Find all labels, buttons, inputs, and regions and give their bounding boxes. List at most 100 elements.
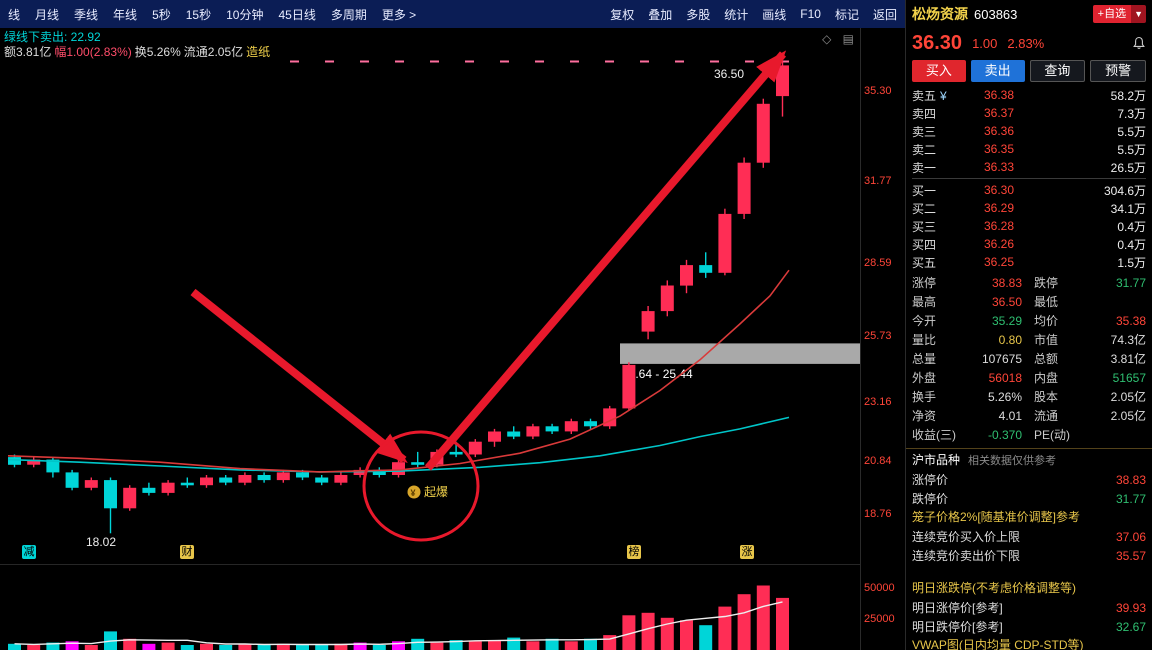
stat-row-0: 涨停 38.83 跌停 31.77 <box>912 273 1146 292</box>
orderbook-row-ask-3[interactable]: 卖三 36.36 5.5万 <box>906 122 1152 140</box>
toolbar-period-7[interactable]: 45日线 <box>278 7 316 22</box>
stat-value: 0.80 <box>998 332 1022 347</box>
toolbar-period-0[interactable]: 线 <box>8 7 21 22</box>
toolbar-period-2[interactable]: 季线 <box>74 7 99 22</box>
limit-label: 涨停价 <box>912 473 949 487</box>
toolbar-tool-4[interactable]: 画线 <box>762 7 787 22</box>
chart-info-seg-4: 造纸 <box>246 45 271 59</box>
orderbook-row-ask-1[interactable]: 卖五 ¥ 36.38 58.2万 <box>906 86 1152 104</box>
toolbar-period-3[interactable]: 年线 <box>113 7 138 22</box>
stat-label: 收益(三) <box>912 428 956 442</box>
limit-row-1: 跌停价 31.77 <box>906 489 1152 508</box>
toolbar-periods: 线月线 季线 年线 5秒 15秒 10分钟 45日线 多周期 更多 > <box>8 6 431 23</box>
bid-volume: 0.4万 <box>1117 237 1146 252</box>
cage-row-1: 连续竞价卖出价下限 35.57 <box>906 546 1152 565</box>
cage-rows: 连续竞价买入价上限 37.06 连续竞价卖出价下限 35.57 <box>906 527 1152 565</box>
time-marker-1[interactable]: 财 <box>180 545 194 559</box>
stat-value: 36.50 <box>991 294 1022 309</box>
toolbar-tools: 复权 叠加 多股 统计 画线 F10 标记 返回 <box>596 6 897 23</box>
orderbook-row-bid-2[interactable]: 买二 36.29 34.1万 <box>906 199 1152 217</box>
chart-area[interactable]: 24.64 - 25.44 ¥ 起爆 36.50 18.02 绿线下卖出: 22.92 … <box>0 28 860 650</box>
toolbar-tool-7[interactable]: 返回 <box>872 7 897 22</box>
bid-label: 买一 <box>912 183 937 198</box>
stat-label: 最低 <box>1034 295 1059 309</box>
chart-row: 24.64 - 25.44 ¥ 起爆 36.50 18.02 绿线下卖出: 22.92 … <box>0 28 905 650</box>
caret-down-icon[interactable]: ▼ <box>1131 5 1146 23</box>
stat-label: 跌停 <box>1034 276 1059 290</box>
bid-price: 36.29 <box>984 201 1015 215</box>
stock-code: 603863 <box>974 6 1018 22</box>
price-chart-svg[interactable]: 24.64 - 25.44 ¥ 起爆 36.50 18.02 <box>0 28 860 563</box>
chart-info-line1: 绿线下卖出: 22.92 <box>4 30 101 44</box>
price-axis-label-4: 23.16 <box>864 396 892 408</box>
ask-volume: 58.2万 <box>1110 88 1146 103</box>
orderbook-row-ask-4[interactable]: 卖二 36.35 5.5万 <box>906 140 1152 158</box>
volume-axis-label-0: 50000 <box>864 582 895 594</box>
chart-info-overlay: 绿线下卖出: 22.92 额3.81亿 幅1.00(2.83%) 换5.26% 流通2… <box>4 30 273 60</box>
ask-volume: 26.5万 <box>1110 160 1146 175</box>
limit-value: 38.83 <box>1115 472 1146 487</box>
toolbar: 线月线 季线 年线 5秒 15秒 10分钟 45日线 多周期 更多 > 复权 叠加 多股 统计 画线 F1… <box>0 0 905 28</box>
kline-panel-icon[interactable]: ▤ <box>842 32 854 46</box>
volume-chart-svg[interactable] <box>0 565 860 650</box>
time-marker-3[interactable]: 涨 <box>740 545 754 559</box>
trade-button-2[interactable]: 查询 <box>1029 60 1086 82</box>
toolbar-period-8[interactable]: 多周期 <box>330 7 367 22</box>
bid-price: 36.28 <box>984 219 1015 233</box>
stat-value: 107675 <box>981 351 1022 366</box>
diamond-tool-icon[interactable]: ◇ <box>822 32 832 46</box>
ask-label: 卖四 <box>912 106 937 121</box>
stat-label: 总量 <box>912 352 937 366</box>
vwap-note: VWAP图(日内均量 CDP-STD等) <box>912 638 1084 650</box>
toolbar-tool-6[interactable]: 标记 <box>834 7 859 22</box>
cage-value: 35.57 <box>1115 548 1146 563</box>
bid-price: 36.26 <box>984 237 1015 251</box>
limit-value: 31.77 <box>1115 491 1146 506</box>
orderbook-row-bid-5[interactable]: 买五 36.25 1.5万 <box>906 253 1152 271</box>
toolbar-tool-1[interactable]: 叠加 <box>648 7 673 22</box>
price-axis-label-6: 18.76 <box>864 508 892 520</box>
tomorrow-label: 明日跌停价[参考] <box>912 620 1003 634</box>
orderbook-row-bid-1[interactable]: 买一 36.30 304.6万 <box>906 181 1152 199</box>
toolbar-period-6[interactable]: 10分钟 <box>226 7 264 22</box>
bid-volume: 1.5万 <box>1117 255 1146 270</box>
stat-label: 股本 <box>1034 390 1059 404</box>
add-watchlist-button[interactable]: +自选 ▼ <box>1092 5 1146 23</box>
stat-label: 外盘 <box>912 371 937 385</box>
stat-row-8: 收益(三) -0.370 PE(动) <box>912 425 1146 444</box>
ask-label: 卖三 <box>912 124 937 139</box>
toolbar-tool-0[interactable]: 复权 <box>610 7 635 22</box>
bid-volume: 304.6万 <box>1103 183 1146 198</box>
low-price-label: 18.02 <box>86 535 116 549</box>
trade-button-3[interactable]: 预警 <box>1090 60 1146 82</box>
stat-value: 3.81亿 <box>1110 352 1146 366</box>
orderbook-row-ask-5[interactable]: 卖一 36.33 26.5万 <box>906 158 1152 176</box>
toolbar-period-1[interactable]: 月线 <box>35 7 60 22</box>
trade-button-0[interactable]: 买入 <box>912 60 966 82</box>
section-spacer <box>906 565 1152 579</box>
time-marker-2[interactable]: 榜 <box>627 545 641 559</box>
toolbar-tool-5[interactable]: F10 <box>800 7 821 21</box>
stat-label: 市值 <box>1034 333 1059 347</box>
price-row: 36.30 1.00 2.83% <box>906 28 1152 58</box>
toolbar-tool-2[interactable]: 多股 <box>686 7 711 22</box>
trade-button-1[interactable]: 卖出 <box>970 60 1025 82</box>
orderbook-row-bid-3[interactable]: 买三 36.28 0.4万 <box>906 217 1152 235</box>
market-type-label: 沪市品种 <box>912 453 961 467</box>
toolbar-period-5[interactable]: 15秒 <box>185 7 212 22</box>
trend-arrow-up <box>424 50 787 471</box>
bid-price: 36.30 <box>984 183 1015 197</box>
orderbook-row-ask-2[interactable]: 卖四 36.37 7.3万 <box>906 104 1152 122</box>
money-bag-icon <box>407 485 421 499</box>
currency-icon[interactable]: ¥ <box>940 88 947 103</box>
toolbar-period-9[interactable]: 更多 > <box>381 7 417 22</box>
toolbar-period-4[interactable]: 5秒 <box>152 7 171 22</box>
time-marker-0[interactable]: 减 <box>22 545 36 559</box>
tomorrow-value: 39.93 <box>1115 600 1146 615</box>
toolbar-tool-3[interactable]: 统计 <box>724 7 749 22</box>
orderbook-row-bid-4[interactable]: 买四 36.26 0.4万 <box>906 235 1152 253</box>
candlestick-series <box>8 60 789 534</box>
stats-grid: 涨停 38.83 跌停 31.77 最高 36.50 最低 今开 35.29 均价 35.38 量比 0… <box>906 271 1152 444</box>
price-axis-label-0: 35.30 <box>864 85 892 97</box>
alert-bell-icon[interactable] <box>1132 36 1146 51</box>
